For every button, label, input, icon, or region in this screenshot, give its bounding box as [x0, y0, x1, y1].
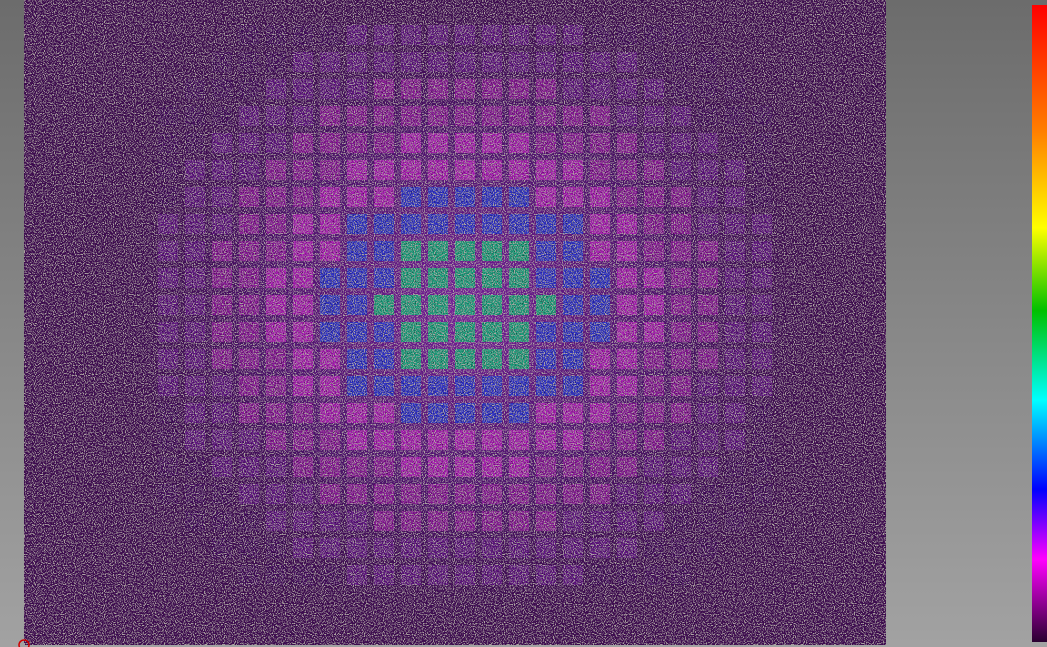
origin-marker [18, 639, 30, 647]
colorbar [1032, 5, 1047, 642]
image-noise [24, 0, 886, 645]
